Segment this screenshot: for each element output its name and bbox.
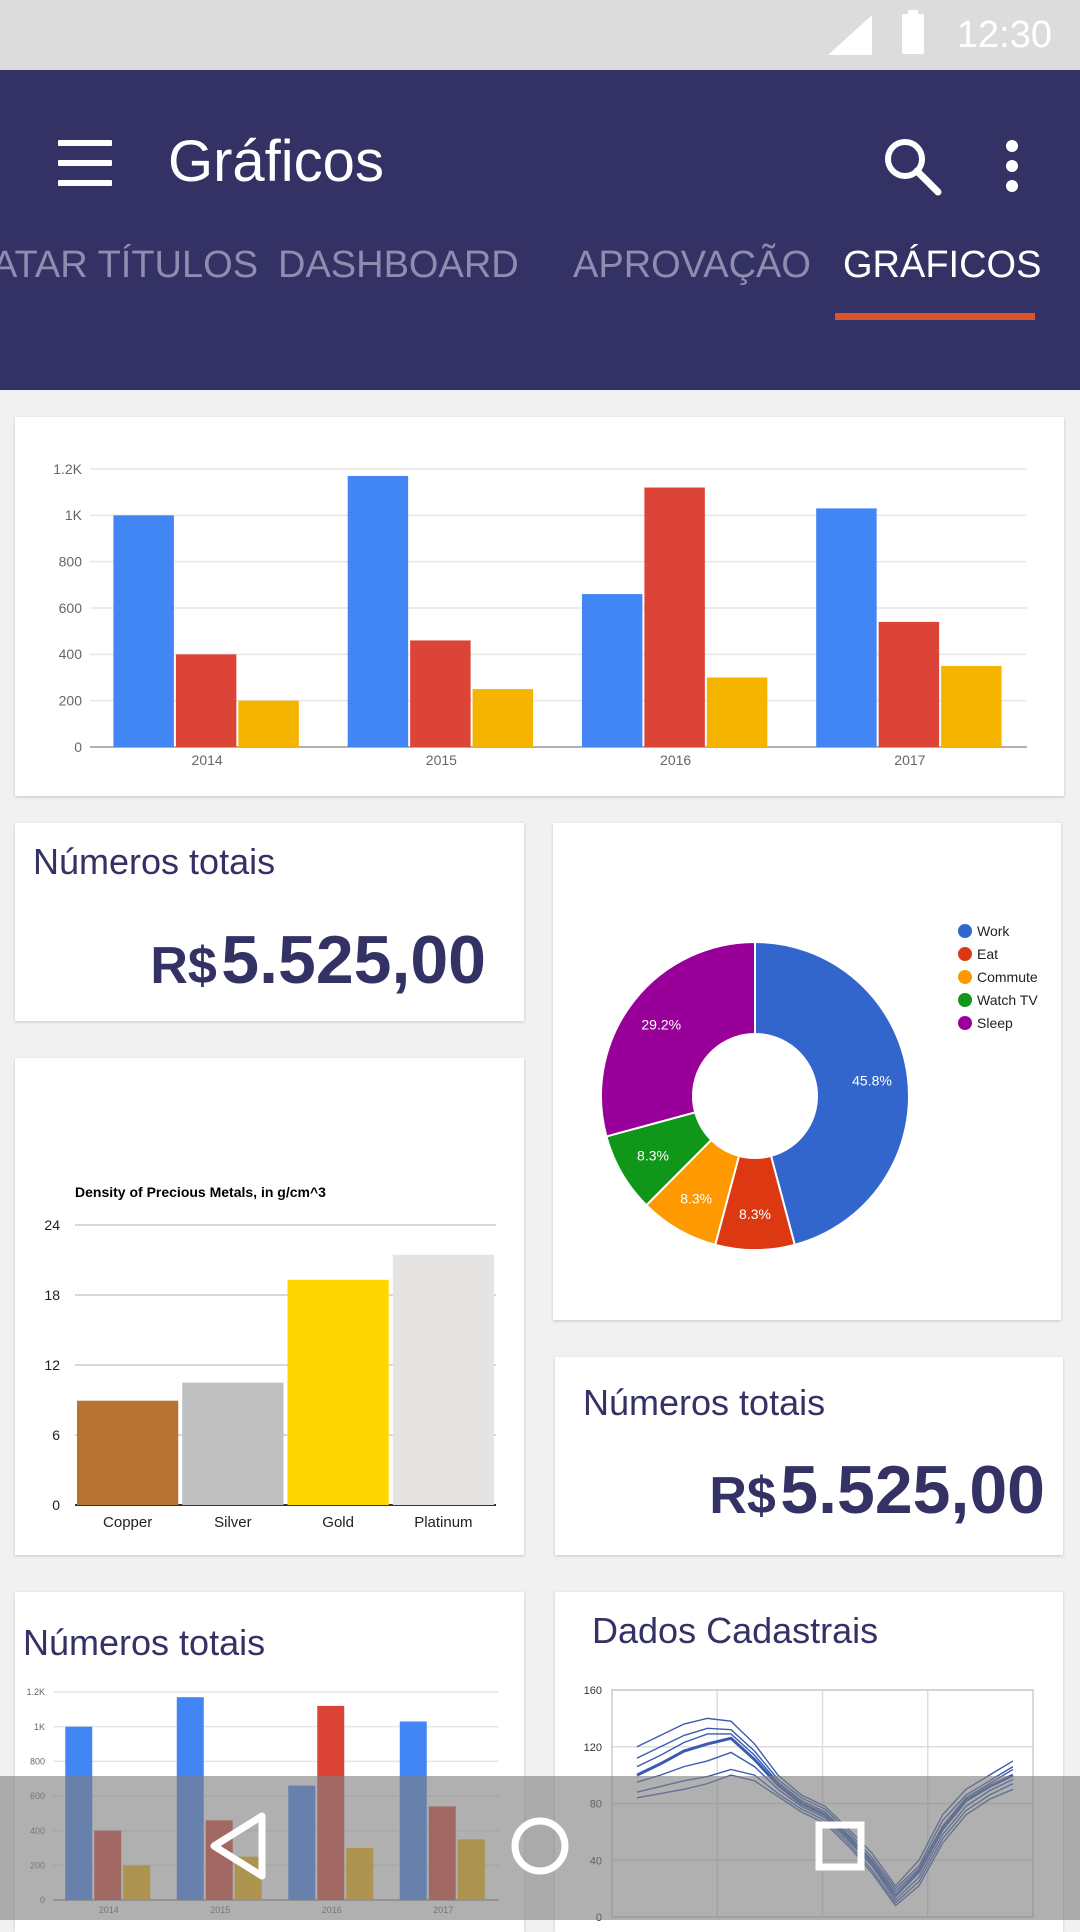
y-tick-label: 12 <box>44 1357 60 1373</box>
more-options-icon[interactable] <box>990 134 1034 198</box>
bar <box>175 654 237 747</box>
y-tick-label: 1.2K <box>26 1687 45 1697</box>
bar <box>392 1254 494 1505</box>
bar <box>644 487 705 747</box>
tab-dashboard[interactable]: DASHBOARD <box>278 244 519 286</box>
x-tick-label: 2015 <box>426 752 457 768</box>
legend-label: Commute <box>977 969 1038 985</box>
donut-chart-card: 45.8% 8.3% 8.3% 8.3% 29.2% Work Eat Commute Watc… <box>553 823 1061 1320</box>
x-tick-label: 2017 <box>894 752 925 768</box>
legend-swatch <box>958 970 972 984</box>
slice-label: 29.2% <box>641 1016 681 1032</box>
x-tick-label: 2016 <box>660 752 691 768</box>
slice-label: 45.8% <box>852 1073 892 1089</box>
x-tick-label: Gold <box>322 1514 354 1531</box>
slice-label: 8.3% <box>680 1190 712 1206</box>
total-amount: 5.525,00 <box>780 1452 1045 1528</box>
bar <box>287 1279 389 1505</box>
battery-icon <box>902 14 924 54</box>
bar <box>706 677 768 747</box>
legend-swatch <box>958 993 972 1007</box>
legend-label: Work <box>977 923 1010 939</box>
y-tick-label: 1K <box>34 1722 45 1732</box>
tab-aprovacao[interactable]: APROVAÇÃO <box>573 244 811 286</box>
signal-icon <box>828 15 872 55</box>
density-bar-chart: Density of Precious Metals, in g/cm^3 0 6 1… <box>44 1184 496 1531</box>
bar <box>77 1400 179 1505</box>
y-tick-label: 6 <box>52 1427 60 1443</box>
y-tick-label: 800 <box>59 554 83 570</box>
total-value: R$ 5.525,00 <box>150 921 486 999</box>
bar <box>941 665 1002 747</box>
y-tick-label: 800 <box>30 1756 45 1766</box>
app-bar: Gráficos <box>0 70 1080 390</box>
bar <box>182 1382 284 1505</box>
bar <box>816 508 877 747</box>
x-tick-label: 2014 <box>192 752 223 768</box>
bar <box>472 689 534 747</box>
bar <box>238 700 299 747</box>
legend-label: Sleep <box>977 1015 1013 1031</box>
bar-chart: 0 200 400 600 800 1K 1.2K 2014 2015 2016 2017 <box>53 461 1027 768</box>
total-label: Números totais <box>23 1622 266 1663</box>
total-label: Números totais <box>33 841 276 882</box>
total-card-2: Números totais R$ 5.525,00 <box>555 1357 1063 1555</box>
menu-icon[interactable] <box>58 140 112 188</box>
legend-label: Eat <box>977 946 998 962</box>
legend-label: Watch TV <box>977 992 1038 1008</box>
page-title: Gráficos <box>168 129 384 194</box>
tab-tratar-titulos[interactable]: ATAR TÍTULOS <box>0 244 259 286</box>
x-tick-label: Platinum <box>414 1514 472 1531</box>
y-tick-label: 160 <box>584 1685 602 1697</box>
y-tick-label: 18 <box>44 1287 60 1303</box>
y-tick-label: 0 <box>74 739 82 755</box>
tab-indicator <box>835 313 1035 320</box>
status-bar: 12:30 <box>0 0 1080 70</box>
clock: 12:30 <box>956 14 1052 56</box>
tab-bar: ATAR TÍTULOS DASHBOARD APROVAÇÃO GRÁFICO… <box>0 215 1080 320</box>
slice-label: 8.3% <box>739 1206 771 1222</box>
home-icon[interactable] <box>500 1806 580 1886</box>
total-label: Números totais <box>583 1382 826 1423</box>
y-tick-label: 600 <box>59 600 83 616</box>
y-tick-label: 24 <box>44 1217 60 1233</box>
y-tick-label: 1K <box>65 507 83 523</box>
bar <box>581 594 643 747</box>
y-tick-label: 120 <box>584 1742 602 1754</box>
currency-symbol: R$ <box>150 937 217 995</box>
battery-cap <box>908 10 918 15</box>
x-tick-label: Copper <box>103 1514 152 1531</box>
search-icon[interactable] <box>880 134 944 198</box>
density-chart-card: Density of Precious Metals, in g/cm^3 0 6 1… <box>15 1058 524 1555</box>
pie-slice <box>754 940 910 1247</box>
back-icon[interactable] <box>200 1806 280 1886</box>
y-tick-label: 1.2K <box>53 461 82 477</box>
legend-swatch <box>958 1016 972 1030</box>
total-amount: 5.525,00 <box>221 922 486 998</box>
y-tick-label: 0 <box>52 1497 60 1513</box>
bar <box>878 621 940 747</box>
legend-swatch <box>958 947 972 961</box>
y-tick-label: 200 <box>59 693 83 709</box>
recents-icon[interactable] <box>800 1806 880 1886</box>
chart-title: Density of Precious Metals, in g/cm^3 <box>75 1184 326 1200</box>
bar <box>347 475 409 747</box>
navigation-bar <box>0 1776 1080 1920</box>
x-tick-label: Silver <box>214 1514 252 1531</box>
total-card-1: Números totais R$ 5.525,00 <box>15 823 524 1021</box>
y-tick-label: 400 <box>59 646 83 662</box>
donut-chart: 45.8% 8.3% 8.3% 8.3% 29.2% Work Eat Commute Watc… <box>600 923 1038 1251</box>
bar <box>410 640 471 747</box>
slice-label: 8.3% <box>637 1147 669 1163</box>
bar-chart-card: 0 200 400 600 800 1K 1.2K 2014 2015 2016 2017 <box>15 417 1064 796</box>
bar <box>113 515 174 747</box>
legend-swatch <box>958 924 972 938</box>
total-value: R$ 5.525,00 <box>709 1451 1045 1529</box>
pie-slice <box>600 940 756 1138</box>
currency-symbol: R$ <box>709 1467 776 1525</box>
tab-graficos[interactable]: GRÁFICOS <box>843 244 1042 286</box>
line-chart-title: Dados Cadastrais <box>592 1610 879 1651</box>
